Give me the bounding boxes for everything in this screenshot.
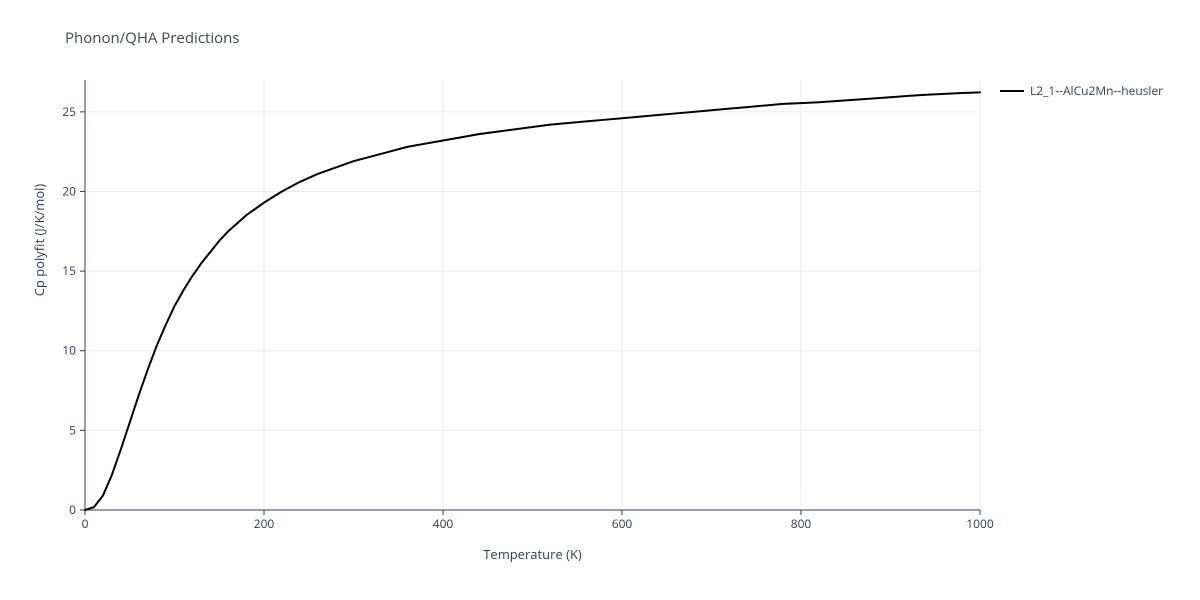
svg-text:15: 15 bbox=[62, 262, 76, 279]
chart-container: Phonon/QHA Predictions 02004006008001000… bbox=[0, 0, 1200, 600]
svg-text:400: 400 bbox=[433, 515, 454, 532]
svg-text:800: 800 bbox=[791, 515, 812, 532]
svg-text:25: 25 bbox=[62, 103, 76, 120]
svg-text:20: 20 bbox=[62, 182, 76, 199]
x-axis-label: Temperature (K) bbox=[85, 545, 980, 563]
legend-swatch-0 bbox=[1000, 90, 1024, 92]
svg-text:200: 200 bbox=[254, 515, 275, 532]
legend-item-0[interactable]: L2_1--AlCu2Mn--heusler bbox=[1000, 82, 1163, 99]
svg-text:1000: 1000 bbox=[966, 515, 994, 532]
svg-text:0: 0 bbox=[82, 515, 89, 532]
y-axis-label: Cp polyfit (J/K/mol) bbox=[30, 50, 48, 430]
legend-label-0: L2_1--AlCu2Mn--heusler bbox=[1030, 82, 1163, 99]
svg-text:10: 10 bbox=[62, 342, 76, 359]
svg-text:5: 5 bbox=[69, 421, 76, 438]
svg-text:600: 600 bbox=[612, 515, 633, 532]
svg-text:0: 0 bbox=[69, 501, 76, 518]
